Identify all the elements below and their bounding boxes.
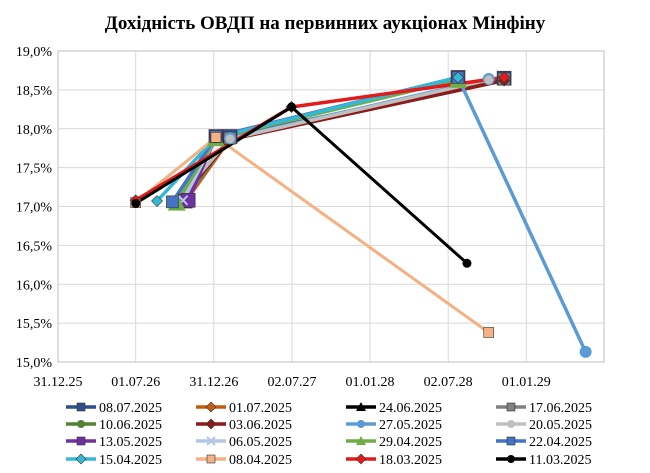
y-tick-label: 17,5%: [16, 162, 53, 177]
legend-label: 17.06.2025: [529, 401, 592, 416]
legend-label: 10.06.2025: [99, 418, 162, 433]
legend-entry: 13.05.2025: [66, 435, 162, 450]
y-tick-label: 15,0%: [16, 356, 53, 371]
legend-label: 18.03.2025: [379, 453, 442, 468]
data-point-11.03.2025: [287, 102, 297, 112]
legend-entry: 08.04.2025: [196, 453, 292, 468]
data-point-27.05.2025: [579, 345, 592, 358]
legend-swatch-marker: [506, 402, 516, 412]
y-tick-label: 19,0%: [16, 45, 53, 60]
legend-entry: 11.03.2025: [496, 453, 591, 468]
legend-entry: 06.05.2025: [196, 435, 292, 450]
legend-label: 15.04.2025: [99, 453, 162, 468]
legend-entry: 17.06.2025: [496, 401, 592, 416]
x-tick-label: 01.07.26: [111, 375, 160, 390]
legend-label: 24.06.2025: [379, 401, 442, 416]
plot-area: [57, 50, 605, 363]
legend-entry: 10.06.2025: [66, 418, 162, 433]
x-tick-label: 01.01.29: [502, 375, 551, 390]
series-markers: [129, 70, 592, 358]
x-axis: 31.12.25 01.07.26 31.12.26 02.07.27 01.01.28…: [34, 375, 551, 390]
legend-swatch-marker: [205, 401, 217, 413]
y-tick-label: 15,5%: [16, 317, 53, 332]
legend-swatch-marker: [75, 453, 87, 465]
legend-swatch-marker: [206, 454, 216, 464]
legend-entry: 22.04.2025: [496, 435, 592, 450]
legend-label: 01.07.2025: [229, 401, 292, 416]
legend-swatch-marker: [507, 455, 515, 463]
legend-swatch-marker: [205, 418, 217, 430]
legend-label: 03.06.2025: [229, 418, 292, 433]
x-tick-label: 02.07.27: [267, 375, 316, 390]
legend-entry: 08.07.2025: [66, 401, 162, 416]
legend: 08.07.2025 01.07.2025 24.06.2025 17.06.2025…: [66, 401, 592, 468]
legend-swatch-marker: [357, 420, 365, 428]
legend-label: 29.04.2025: [379, 435, 442, 450]
legend-label: 20.05.2025: [529, 418, 592, 433]
y-tick-label: 18,0%: [16, 123, 53, 138]
x-tick-label: 02.07.28: [424, 375, 473, 390]
legend-swatch-marker: [77, 420, 85, 428]
legend-label: 08.07.2025: [99, 401, 162, 416]
data-point-20.05.2025: [225, 134, 235, 144]
y-tick-label: 16,5%: [16, 239, 53, 254]
legend-entry: 18.03.2025: [346, 453, 442, 468]
legend-swatch-marker: [356, 402, 366, 411]
data-point-18.03.2025: [498, 71, 511, 84]
x-tick-label: 31.12.25: [34, 375, 83, 390]
legend-label: 06.05.2025: [229, 435, 292, 450]
legend-swatch-marker: [76, 436, 86, 446]
legend-swatch-marker: [76, 402, 86, 412]
y-axis: 15,0% 15,5% 16,0% 16,5% 17,0% 17,5% 18,0% 18,5%…: [16, 45, 53, 371]
legend-swatch-marker: [507, 420, 515, 428]
x-tick-label: 31.12.26: [189, 375, 238, 390]
legend-swatch-marker: [356, 436, 366, 445]
legend-entry: 03.06.2025: [196, 418, 292, 433]
legend-entry: 20.05.2025: [496, 418, 592, 433]
legend-swatch-marker: [355, 453, 367, 465]
legend-swatch-marker: [506, 436, 516, 446]
legend-swatch-marker: [206, 436, 216, 446]
y-tick-label: 18,5%: [16, 84, 53, 99]
data-point-20.05.2025: [484, 75, 494, 85]
data-point-15.04.2025: [452, 71, 464, 84]
data-point-08.04.2025: [210, 132, 222, 143]
data-point-11.03.2025: [462, 258, 472, 268]
series-line-27.05.2025: [456, 76, 588, 353]
y-tick-label: 16,0%: [16, 278, 53, 293]
legend-entry: 15.04.2025: [66, 453, 162, 468]
data-point-08.04.2025: [483, 327, 495, 338]
data-point-11.03.2025: [131, 198, 141, 208]
y-tick-label: 17,0%: [16, 201, 53, 216]
legend-label: 11.03.2025: [529, 453, 591, 468]
legend-label: 13.05.2025: [99, 435, 162, 450]
legend-label: 08.04.2025: [229, 453, 292, 468]
legend-entry: 01.07.2025: [196, 401, 292, 416]
legend-entry: 24.06.2025: [346, 401, 442, 416]
data-point-15.04.2025: [151, 195, 163, 207]
legend-label: 27.05.2025: [379, 418, 442, 433]
legend-entry: 29.04.2025: [346, 435, 442, 450]
legend-entry: 27.05.2025: [346, 418, 442, 433]
data-point-22.04.2025: [166, 195, 179, 209]
legend-label: 22.04.2025: [529, 435, 592, 450]
x-tick-label: 01.01.28: [346, 375, 395, 390]
data-point-13.05.2025: [180, 192, 196, 208]
chart-title: Дохідність ОВДП на первинних аукціонах М…: [105, 13, 546, 34]
